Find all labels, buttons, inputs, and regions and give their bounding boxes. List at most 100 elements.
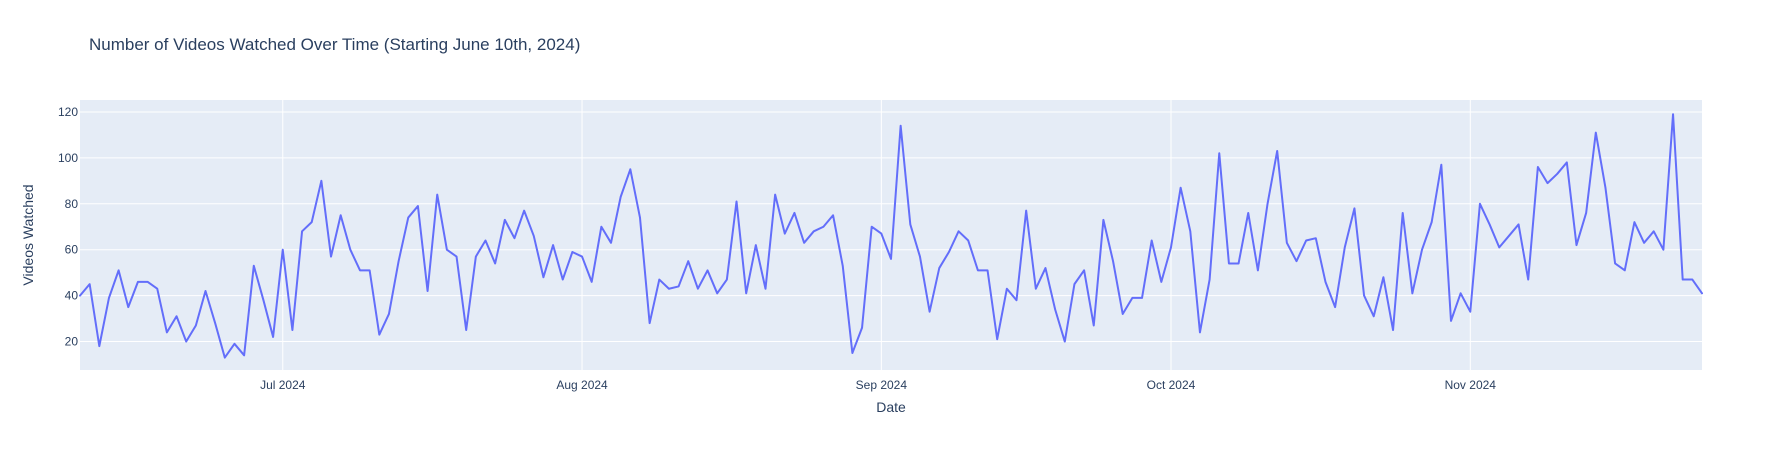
data-point xyxy=(909,223,911,226)
data-point xyxy=(98,345,100,347)
data-point xyxy=(764,288,767,290)
data-point xyxy=(1633,221,1636,223)
data-point xyxy=(185,340,187,343)
data-point xyxy=(1604,187,1607,189)
y-tick-label: 20 xyxy=(65,335,79,349)
data-point xyxy=(967,239,969,242)
data-point xyxy=(1440,164,1442,166)
data-point xyxy=(1315,237,1317,239)
data-point xyxy=(1672,113,1674,115)
data-point xyxy=(455,255,458,258)
data-point xyxy=(1469,311,1471,313)
data-point xyxy=(1257,269,1259,271)
data-point xyxy=(407,216,409,219)
data-point xyxy=(204,290,207,292)
x-tick-label: Oct 2024 xyxy=(1147,378,1196,392)
data-point xyxy=(851,352,853,354)
data-point xyxy=(388,313,390,315)
data-point xyxy=(1353,207,1356,209)
data-point xyxy=(948,251,950,253)
data-point xyxy=(243,354,245,356)
data-point xyxy=(591,281,593,283)
data-point xyxy=(320,180,322,182)
data-point xyxy=(465,329,467,331)
data-point xyxy=(1064,340,1066,343)
data-point xyxy=(233,343,236,345)
y-axis-title: Videos Watched xyxy=(20,184,36,285)
data-point xyxy=(1170,246,1172,248)
data-point xyxy=(581,255,583,258)
data-point xyxy=(1131,297,1133,299)
data-point xyxy=(1025,210,1027,212)
data-point xyxy=(533,235,535,237)
data-point xyxy=(195,324,197,327)
data-point xyxy=(301,230,303,232)
data-point xyxy=(1450,320,1452,322)
data-point xyxy=(542,276,545,278)
x-gridlines xyxy=(282,100,1471,370)
data-point xyxy=(1682,278,1684,281)
x-axis-title: Date xyxy=(876,399,906,415)
data-point xyxy=(1546,182,1549,184)
data-point xyxy=(146,281,149,283)
data-point xyxy=(475,255,477,258)
data-point xyxy=(996,338,998,340)
data-point xyxy=(156,288,158,290)
data-point xyxy=(127,306,129,308)
data-point xyxy=(1334,306,1336,308)
data-point xyxy=(1295,260,1298,262)
data-point xyxy=(1363,295,1365,297)
data-point xyxy=(793,212,796,214)
data-point xyxy=(1595,132,1597,134)
data-point xyxy=(919,255,921,258)
data-point xyxy=(1614,262,1616,265)
data-point xyxy=(1566,161,1568,164)
data-point xyxy=(938,267,940,269)
data-point xyxy=(1141,297,1143,299)
data-point xyxy=(745,292,747,294)
data-point xyxy=(1218,152,1220,154)
data-point xyxy=(282,249,284,251)
data-point xyxy=(562,278,564,281)
data-point xyxy=(1083,269,1085,271)
data-point xyxy=(1112,260,1114,262)
data-point xyxy=(890,258,892,260)
data-point xyxy=(1382,276,1384,278)
data-point xyxy=(166,331,168,333)
data-point xyxy=(1508,235,1510,237)
data-point xyxy=(175,315,178,317)
data-point xyxy=(504,219,506,221)
data-point xyxy=(1054,308,1056,310)
data-point xyxy=(1073,283,1076,285)
data-point xyxy=(880,233,882,235)
data-point xyxy=(620,196,622,198)
data-point xyxy=(1035,288,1037,290)
y-tick-labels: 20 40 60 80 100 120 xyxy=(58,105,78,349)
data-point xyxy=(513,237,516,239)
data-point xyxy=(1421,249,1423,251)
data-point xyxy=(1373,315,1375,317)
data-point xyxy=(1237,262,1240,265)
data-point xyxy=(446,249,448,251)
data-point xyxy=(1460,292,1462,294)
data-point xyxy=(813,230,815,232)
data-point xyxy=(79,295,81,297)
data-point xyxy=(1489,223,1491,226)
x-tick-label: Jul 2024 xyxy=(260,378,306,392)
data-point xyxy=(1527,278,1529,281)
data-point xyxy=(784,233,786,235)
data-point xyxy=(417,205,419,207)
data-point xyxy=(649,322,651,324)
data-point xyxy=(253,265,255,267)
data-point xyxy=(1160,281,1162,283)
x-tick-label: Nov 2024 xyxy=(1445,378,1497,392)
data-point xyxy=(224,357,226,359)
data-point xyxy=(755,244,757,246)
data-point xyxy=(1575,244,1578,246)
data-point xyxy=(1691,278,1693,281)
data-point xyxy=(291,329,293,331)
y-tick-label: 100 xyxy=(58,151,78,165)
x-tick-label: Aug 2024 xyxy=(556,378,608,392)
data-point xyxy=(658,278,660,281)
